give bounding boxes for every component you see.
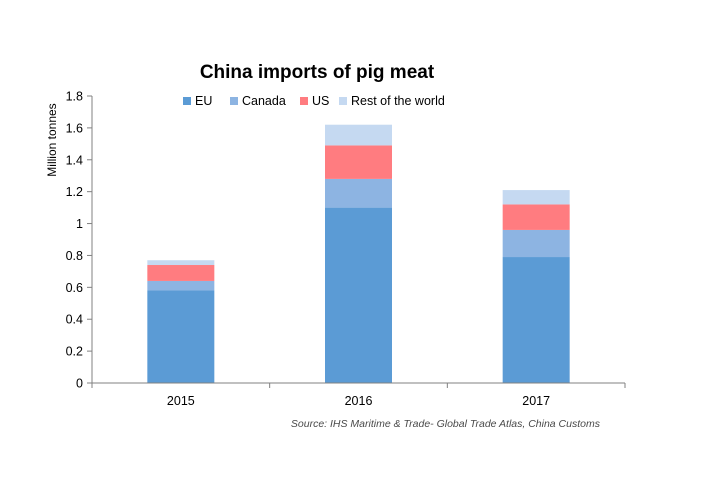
legend-label: EU: [195, 94, 212, 108]
bar-rest-of-the-world-2015: [147, 260, 215, 266]
bar-us-2016: [325, 145, 392, 179]
y-tick-label: 1.8: [66, 90, 83, 104]
legend-label: Rest of the world: [351, 94, 445, 108]
bar-eu-2016: [325, 207, 392, 383]
legend-label: US: [312, 94, 329, 108]
legend-swatch-canada: [230, 97, 238, 105]
x-axis: 2015 2016 2017: [91, 382, 626, 408]
y-axis-label: Million tonnes: [45, 103, 59, 176]
legend-swatch-rest-of-the-world: [339, 97, 347, 105]
legend-swatch-us: [300, 97, 308, 105]
bars: [147, 124, 570, 383]
legend-label: Canada: [242, 94, 286, 108]
bar-canada-2015: [147, 280, 215, 291]
chart-title: China imports of pig meat: [200, 62, 435, 83]
y-tick-label: 0.8: [66, 249, 83, 263]
y-tick-label: 1.4: [66, 153, 83, 167]
bar-us-2015: [147, 265, 215, 281]
bar-rest-of-the-world-2016: [325, 124, 392, 146]
y-tick-label: 1: [76, 217, 83, 231]
bar-us-2017: [502, 204, 570, 230]
y-tick-label: 0: [76, 377, 83, 391]
source-note: Source: IHS Maritime & Trade- Global Tra…: [291, 418, 601, 430]
bar-eu-2015: [147, 290, 215, 383]
legend: EU Canada US Rest of the world: [183, 94, 445, 108]
bar-eu-2017: [502, 257, 570, 383]
y-tick-label: 1.2: [66, 185, 83, 199]
y-tick-label: 0.6: [66, 281, 83, 295]
bar-rest-of-the-world-2017: [502, 190, 570, 205]
y-axis: 0 0.2 0.4 0.6 0.8 1 1.2 1.4 1.6 1.8: [66, 90, 93, 391]
x-tick-label: 2017: [522, 394, 550, 408]
bar-canada-2016: [325, 178, 392, 208]
bar-canada-2017: [502, 229, 570, 258]
x-tick-label: 2015: [167, 394, 195, 408]
y-tick-label: 0.4: [66, 313, 83, 327]
y-tick-label: 0.2: [66, 345, 83, 359]
legend-swatch-eu: [183, 97, 191, 105]
x-tick-label: 2016: [345, 394, 373, 408]
y-tick-label: 1.6: [66, 121, 83, 135]
